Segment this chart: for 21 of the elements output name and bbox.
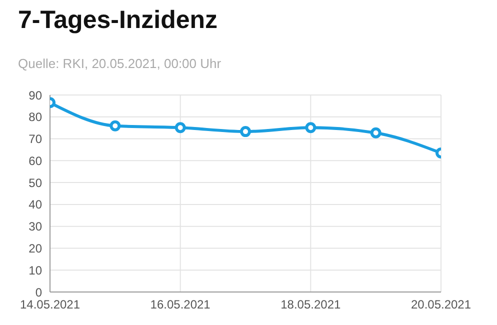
y-tick-label: 20 bbox=[28, 241, 42, 256]
y-tick-label: 90 bbox=[28, 88, 42, 102]
y-tick-label: 0 bbox=[35, 285, 42, 300]
point bbox=[174, 122, 186, 134]
chart-title: 7-Tages-Inzidenz bbox=[18, 6, 218, 35]
point bbox=[240, 126, 251, 138]
x-tick-label: 16.05.2021 bbox=[150, 298, 211, 312]
y-tick-label: 40 bbox=[28, 198, 42, 212]
y-tick-label: 10 bbox=[28, 263, 42, 278]
point bbox=[110, 120, 121, 132]
point bbox=[305, 122, 316, 134]
y-tick-label: 30 bbox=[28, 220, 42, 234]
x-tick-label: 20.05.2021 bbox=[410, 298, 472, 312]
chart-subtitle: Quelle: RKI, 20.05.2021, 00:00 Uhr bbox=[18, 56, 222, 71]
y-tick-label: 50 bbox=[28, 176, 42, 190]
y-tick-label: 70 bbox=[28, 132, 42, 146]
point bbox=[370, 127, 382, 138]
y-tick-label: 80 bbox=[28, 110, 42, 124]
x-tick-label: 18.05.2021 bbox=[280, 298, 342, 312]
x-tick-label: 14.05.2021 bbox=[20, 298, 80, 312]
y-tick-label: 60 bbox=[28, 154, 42, 168]
